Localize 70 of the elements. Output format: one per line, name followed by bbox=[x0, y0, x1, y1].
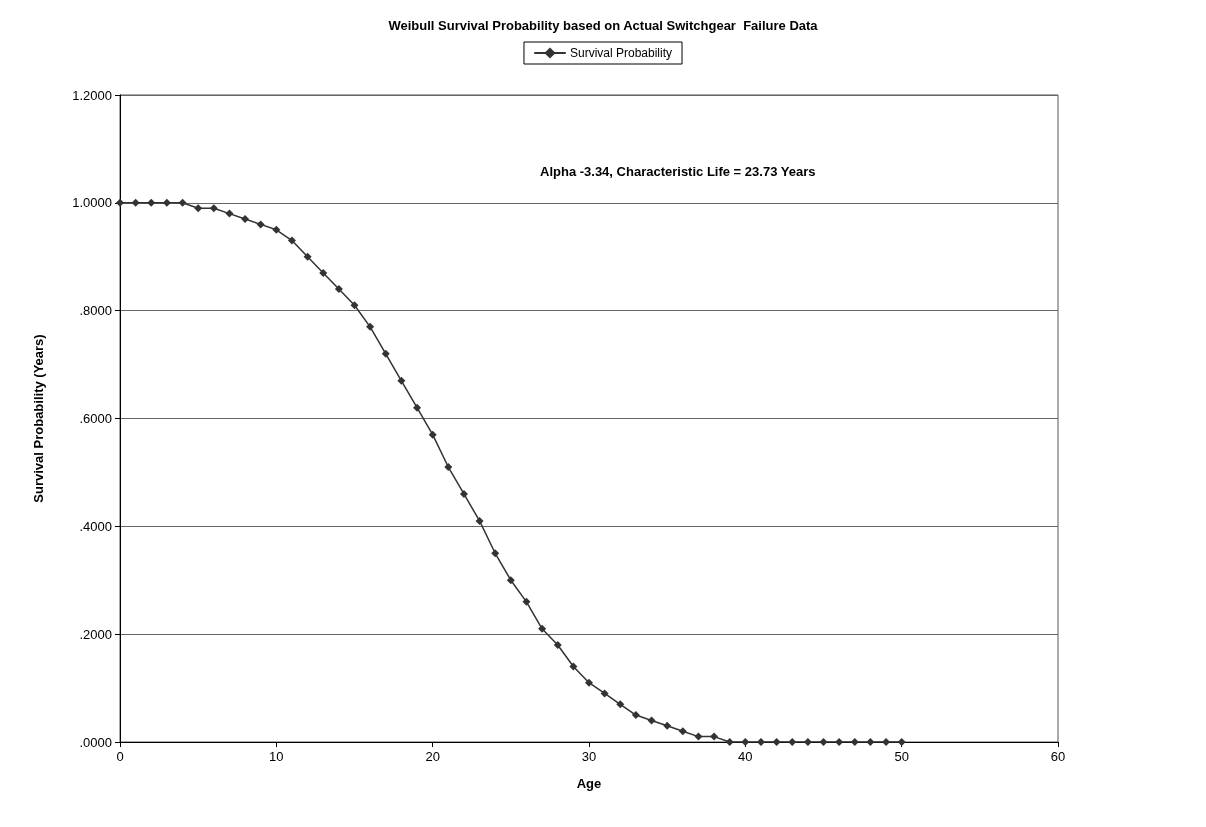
y-axis-title: Survival Probability (Years) bbox=[31, 334, 46, 503]
point bbox=[506, 576, 515, 585]
point bbox=[600, 689, 609, 698]
chart-title: Weibull Survival Probability based on Actual Switchgear Failure Data bbox=[388, 18, 819, 33]
point bbox=[585, 678, 593, 687]
x-tick-label: 0 bbox=[116, 749, 124, 764]
y-tick-label: .4000 bbox=[79, 518, 112, 534]
x-axis-title: Age bbox=[576, 776, 602, 791]
point bbox=[397, 376, 406, 385]
point bbox=[272, 225, 281, 234]
point bbox=[225, 209, 234, 218]
point bbox=[897, 738, 906, 746]
point bbox=[710, 732, 719, 741]
point bbox=[772, 738, 781, 746]
point bbox=[303, 252, 312, 261]
y-tick-label: 1.0000 bbox=[72, 195, 112, 211]
point bbox=[350, 301, 359, 310]
point bbox=[819, 738, 828, 746]
point bbox=[366, 322, 375, 331]
x-tick-label: 30 bbox=[581, 749, 597, 764]
point bbox=[835, 738, 844, 746]
legend-label: Survival Probability bbox=[569, 46, 673, 60]
point bbox=[287, 236, 296, 245]
point bbox=[553, 640, 562, 649]
point bbox=[413, 403, 422, 412]
point bbox=[178, 198, 187, 207]
point bbox=[631, 711, 640, 720]
x-tick-label: 40 bbox=[738, 749, 753, 764]
point bbox=[194, 204, 203, 213]
annotation: Alpha -3.34, Characteristic Life = 23.73 Years bbox=[540, 164, 816, 179]
y-tick-label: .0000 bbox=[79, 734, 112, 750]
point bbox=[444, 463, 453, 472]
point bbox=[647, 716, 656, 725]
point bbox=[569, 662, 578, 671]
y-tick-label: .6000 bbox=[79, 411, 112, 426]
y-tick-label: .8000 bbox=[79, 303, 112, 319]
point bbox=[882, 738, 891, 746]
point bbox=[756, 738, 765, 746]
point bbox=[538, 624, 547, 633]
point bbox=[209, 204, 218, 213]
x-tick-label: 10 bbox=[269, 749, 284, 764]
x-tick-label: 50 bbox=[894, 749, 909, 764]
point bbox=[803, 738, 812, 746]
point bbox=[131, 198, 140, 207]
point bbox=[616, 700, 625, 709]
point bbox=[850, 738, 859, 746]
point bbox=[241, 215, 250, 224]
point bbox=[678, 727, 687, 736]
point bbox=[381, 349, 390, 358]
point bbox=[725, 738, 734, 746]
point bbox=[491, 549, 500, 558]
x-tick-label: 60 bbox=[1050, 749, 1066, 764]
point bbox=[147, 198, 156, 207]
point bbox=[428, 430, 437, 439]
point bbox=[694, 732, 703, 741]
point bbox=[522, 597, 531, 606]
point bbox=[256, 220, 265, 229]
point bbox=[116, 198, 124, 207]
point bbox=[319, 268, 328, 277]
point bbox=[741, 738, 750, 746]
y-tick-label: 1.2000 bbox=[72, 87, 112, 103]
point bbox=[788, 738, 797, 746]
x-tick-label: 20 bbox=[425, 749, 440, 764]
point bbox=[475, 516, 484, 525]
y-tick-label: .2000 bbox=[79, 626, 112, 642]
point bbox=[334, 285, 343, 294]
point bbox=[459, 489, 468, 498]
point bbox=[162, 198, 171, 207]
point bbox=[866, 738, 875, 746]
point bbox=[663, 721, 672, 730]
